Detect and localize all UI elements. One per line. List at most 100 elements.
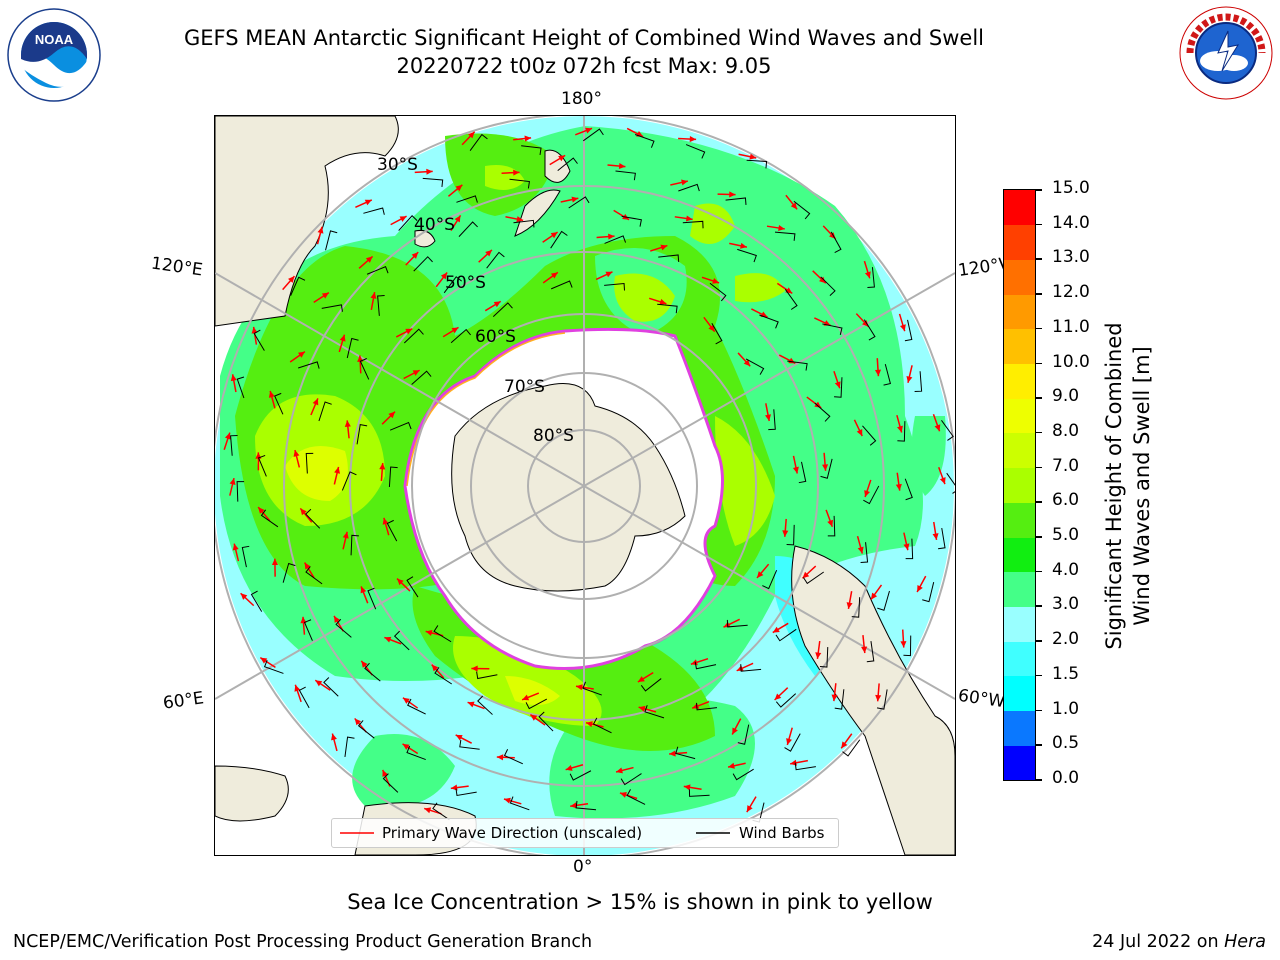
wind-barb — [407, 698, 426, 715]
wave-arrow-head — [822, 464, 829, 471]
wind-barb — [946, 472, 955, 494]
wind-barb — [443, 276, 462, 294]
colorbar-tick-mark — [1036, 362, 1042, 365]
wave-arrow-head — [841, 741, 848, 749]
wave-arrow-head — [571, 196, 579, 203]
colorbar-tick-mark — [1036, 536, 1042, 538]
wave-arrow-head — [831, 694, 838, 702]
colorbar-tick-label: 7.0 — [1052, 455, 1080, 476]
wave-arrow-head — [934, 424, 941, 432]
colorbar-tick-label: 1.5 — [1052, 663, 1080, 684]
colorbar-segment — [1004, 606, 1035, 642]
wave-arrow-head — [304, 562, 311, 570]
wave-arrow-head — [900, 641, 907, 648]
wind-barb — [450, 328, 472, 344]
wind-barb — [883, 364, 892, 386]
wave-arrow-head — [451, 327, 459, 334]
wave-arrow-head — [605, 271, 613, 278]
wind-barb — [486, 251, 505, 269]
wind-barb — [456, 195, 478, 203]
lat-label-50s: 50°S — [445, 273, 486, 293]
wave-arrow-head — [467, 701, 475, 708]
wind-barb — [305, 508, 321, 529]
wave-arrow-head — [550, 272, 558, 279]
wind-barb — [290, 276, 306, 296]
wind-barb — [830, 231, 842, 253]
wind-barb — [592, 717, 612, 734]
colorbar-segment — [1004, 641, 1035, 677]
wind-barb — [325, 230, 338, 251]
wave-arrow-head — [440, 272, 448, 280]
wave-arrow-head — [608, 233, 615, 240]
wind-barb — [732, 768, 754, 781]
wave-arrow-head — [757, 571, 764, 578]
wind-barb — [303, 619, 313, 641]
wind-barb — [685, 144, 706, 159]
wind-barb — [413, 256, 433, 272]
wind-barb — [922, 582, 935, 603]
wind-barb — [678, 183, 700, 192]
wind-barb — [737, 248, 757, 263]
wind-barb — [521, 145, 542, 156]
wind-barb — [455, 788, 477, 797]
wind-barb — [569, 770, 592, 781]
wave-arrow-head — [862, 320, 869, 327]
wave-arrow-head — [619, 792, 627, 798]
wind-barb — [903, 635, 912, 657]
wave-arrow-head — [402, 743, 410, 750]
wind-barb — [335, 618, 352, 638]
wind-barb — [582, 681, 602, 696]
wave-arrow-head — [425, 629, 433, 636]
wind-barb — [236, 481, 245, 502]
colorbar-title-line2: Wind Waves and Swell [m] — [1130, 346, 1154, 626]
wave-arrow-head — [692, 703, 700, 709]
wave-arrow-head — [455, 734, 463, 741]
wave-arrow-head — [339, 334, 346, 342]
lon-label-120e: 120°E — [149, 253, 204, 281]
colorbar-title-line1: Significant Height of Combined — [1102, 322, 1126, 650]
land-masses — [215, 116, 955, 855]
colorbar-tick-mark — [1036, 466, 1042, 469]
colorbar-segment — [1004, 502, 1035, 538]
wind-barb — [905, 538, 914, 560]
wind-barb — [914, 371, 923, 393]
wind-barb — [793, 200, 811, 220]
wind-barb — [386, 519, 398, 542]
wave-arrow-head — [819, 276, 826, 284]
wave-arrow-head — [740, 242, 747, 249]
wind-barb — [860, 542, 869, 564]
lon-label-0: 0° — [573, 857, 593, 877]
wind-barb — [904, 478, 913, 501]
wave-arrow-head — [354, 718, 362, 726]
wave-arrow-head — [397, 578, 404, 586]
colorbar-segment — [1004, 432, 1035, 469]
wave-arrow-head — [370, 292, 377, 299]
wave-arrow-head — [815, 652, 822, 659]
colorbar-segment — [1004, 363, 1035, 399]
lat-label-60s: 60°S — [475, 327, 516, 347]
wave-arrow-head — [402, 697, 410, 704]
wave-arrow-head — [399, 216, 407, 222]
wave-arrow-head — [317, 226, 324, 234]
colorbar-tick-label: 8.0 — [1052, 420, 1080, 441]
wave-arrow-head — [708, 324, 715, 332]
wave-arrow-head — [659, 298, 667, 305]
wave-arrow-head — [485, 249, 492, 257]
wave-arrow-head — [903, 543, 910, 551]
wave-arrow-head — [524, 135, 532, 142]
map-subtitle: 20220722 t00z 072h fcst Max: 9.05 — [396, 54, 772, 78]
wave-arrow-head — [471, 665, 478, 672]
wave-direction-arrows — [223, 127, 946, 815]
colorbar-tick-mark — [1036, 189, 1042, 191]
wind-barb — [382, 773, 399, 793]
wind-barb — [762, 570, 778, 590]
colorbar-tick-mark — [1036, 605, 1042, 607]
colorbar-tick-mark — [1036, 327, 1042, 330]
wind-barb — [822, 323, 843, 335]
wave-arrow-head — [778, 224, 785, 231]
colorbar-tick-mark — [1036, 744, 1042, 746]
wave-arrow-head — [743, 359, 751, 367]
wave-arrow-head — [361, 660, 368, 668]
wind-barb — [406, 576, 419, 598]
wind-barb — [819, 647, 829, 668]
